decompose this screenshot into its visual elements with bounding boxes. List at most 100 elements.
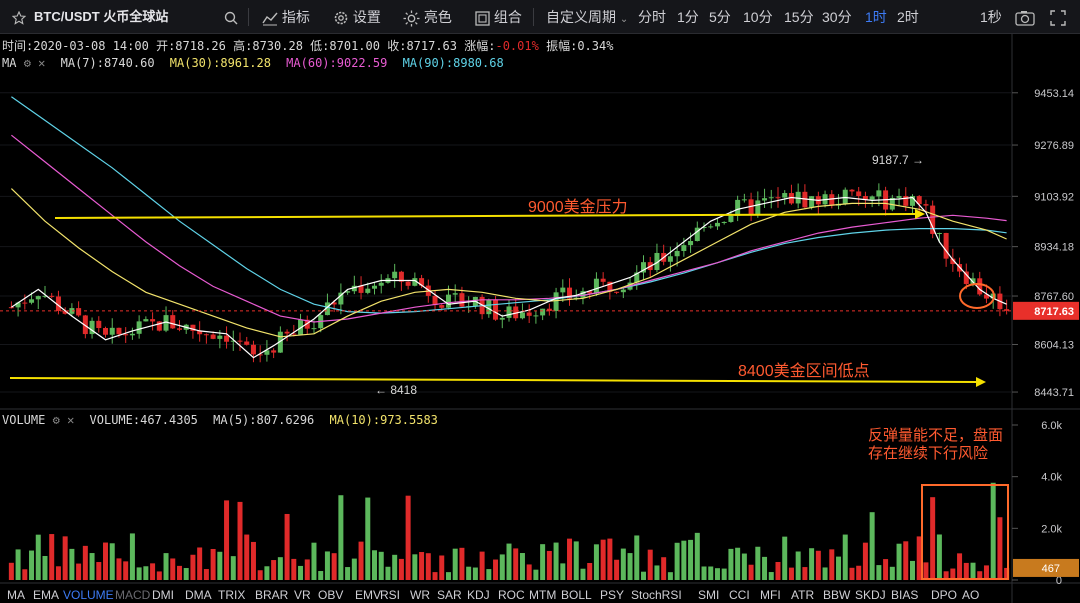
- volume-bar: [896, 543, 902, 580]
- favorite-star-icon[interactable]: [12, 0, 26, 34]
- low-marker-label: ← 8418: [375, 383, 417, 397]
- chart-line-icon: [262, 12, 278, 26]
- volume-bar: [513, 548, 519, 580]
- indicator-tab-roc[interactable]: ROC: [498, 588, 525, 602]
- period-tab-30m[interactable]: 30分: [822, 9, 852, 25]
- candle-body: [136, 321, 142, 334]
- candle-body: [916, 196, 922, 205]
- volume-bar: [298, 565, 304, 580]
- indicator-tab-dpo[interactable]: DPO: [931, 588, 957, 602]
- candle-body: [358, 285, 364, 293]
- close-icon[interactable]: ✕: [38, 56, 46, 70]
- theme-button[interactable]: 亮色: [403, 0, 452, 34]
- volume-bar: [197, 547, 203, 580]
- indicator-tab-bias[interactable]: BIAS: [891, 588, 918, 602]
- volume-bar: [997, 517, 1003, 580]
- second-button[interactable]: 1秒: [980, 9, 1002, 25]
- volume-bar: [829, 549, 835, 580]
- search-icon[interactable]: [224, 0, 238, 34]
- open-value: 8718.26: [175, 39, 226, 53]
- indicator-tab-sar[interactable]: SAR: [437, 588, 462, 602]
- indicator-tab-obv[interactable]: OBV: [318, 588, 343, 602]
- volume-bar: [250, 541, 256, 580]
- indicator-tab-rsi[interactable]: RSI: [380, 588, 400, 602]
- indicator-tab-macd[interactable]: MACD: [115, 588, 151, 602]
- indicator-tab-psy[interactable]: PSY: [600, 588, 624, 602]
- indicator-tab-dma[interactable]: DMA: [185, 588, 212, 602]
- indicator-tab-trix[interactable]: TRIX: [218, 588, 245, 602]
- volume-bar: [963, 562, 969, 580]
- candle-body: [782, 193, 788, 198]
- volume-bar: [600, 539, 606, 580]
- volume-bar: [1004, 567, 1010, 580]
- ma7-line: [11, 196, 1007, 359]
- indicator-tab-atr[interactable]: ATR: [791, 588, 814, 602]
- indicator-tab-volume[interactable]: VOLUME: [63, 588, 114, 602]
- volume-bar: [802, 567, 808, 580]
- volume-bar: [573, 541, 579, 580]
- volume-bar: [224, 500, 230, 580]
- indicator-tab-kdj[interactable]: KDJ: [467, 588, 490, 602]
- candle-body: [76, 308, 82, 316]
- candle-body: [103, 328, 109, 335]
- indicator-tab-mfi[interactable]: MFI: [760, 588, 781, 602]
- candle-body: [634, 272, 640, 283]
- kline-chart[interactable]: 9453.14 9276.89 9103.92 8934.18 8767.60 8604.…: [0, 34, 1080, 603]
- candle-body: [405, 281, 411, 286]
- settings-button[interactable]: 设置: [333, 0, 381, 34]
- period-tab-2h[interactable]: 2时: [897, 9, 919, 25]
- settings-icon[interactable]: ⚙: [23, 56, 31, 70]
- indicator-tab-ema[interactable]: EMA: [33, 588, 59, 602]
- custom-period-dropdown[interactable]: 自定义周期 ⌄: [546, 0, 628, 34]
- indicator-tab-ao[interactable]: AO: [962, 588, 979, 602]
- volume-bar: [728, 548, 734, 580]
- candle-body: [842, 189, 848, 204]
- indicator-tab-smi[interactable]: SMI: [698, 588, 719, 602]
- symbol-title[interactable]: BTC/USDT 火币全球站: [34, 9, 169, 24]
- candle-body: [271, 350, 277, 353]
- volume-bar: [909, 560, 915, 580]
- volume-bar: [445, 572, 451, 580]
- low-value: 8701.00: [329, 39, 380, 53]
- indicator-tab-mtm[interactable]: MTM: [529, 588, 556, 602]
- indicator-tab-boll[interactable]: BOLL: [561, 588, 592, 602]
- volume-bar: [708, 566, 714, 580]
- period-tab-1m[interactable]: 1分: [677, 9, 699, 25]
- indicator-tab-skdj[interactable]: SKDJ: [855, 588, 886, 602]
- settings-icon[interactable]: ⚙: [52, 413, 60, 427]
- indicator-button[interactable]: 指标: [262, 0, 310, 34]
- period-tab-5m[interactable]: 5分: [709, 9, 731, 25]
- volume-bar: [694, 532, 700, 580]
- indicator-tab-cci[interactable]: CCI: [729, 588, 750, 602]
- indicator-tab-dmi[interactable]: DMI: [152, 588, 174, 602]
- period-tab-1h[interactable]: 1时: [865, 9, 887, 25]
- combo-button[interactable]: 组合: [475, 0, 522, 34]
- indicator-tab-brar[interactable]: BRAR: [255, 588, 289, 602]
- volume-bar: [567, 538, 573, 580]
- resistance-label: 9000美金压力: [528, 198, 628, 216]
- candle-body: [721, 221, 727, 223]
- indicator-tab-wr[interactable]: WR: [410, 588, 430, 602]
- candle-body: [257, 354, 263, 356]
- indicator-tab-ma[interactable]: MA: [7, 588, 25, 602]
- volume-bar: [486, 569, 492, 580]
- volume-bar: [755, 546, 761, 580]
- period-tab-fenshi[interactable]: 分时: [638, 9, 666, 25]
- candle-body: [593, 278, 599, 294]
- candle-body: [304, 319, 310, 329]
- period-tab-10m[interactable]: 10分: [743, 9, 773, 25]
- candle-body: [681, 245, 687, 251]
- close-icon[interactable]: ✕: [67, 413, 75, 427]
- indicator-tab-vr[interactable]: VR: [294, 588, 311, 602]
- indicator-tab-bbw[interactable]: BBW: [823, 588, 851, 602]
- period-tab-15m[interactable]: 15分: [784, 9, 814, 25]
- camera-icon[interactable]: [1015, 0, 1035, 34]
- candle-body: [546, 308, 552, 312]
- indicator-tab-emv[interactable]: EMV: [355, 588, 381, 602]
- volume-bar: [977, 571, 983, 580]
- indicator-tab-stochrsi[interactable]: StochRSI: [631, 588, 682, 602]
- fullscreen-icon[interactable]: [1050, 0, 1066, 34]
- ma30-value: MA(30):8961.28: [169, 56, 271, 70]
- volume-bar: [593, 544, 599, 580]
- candle-body: [345, 291, 351, 293]
